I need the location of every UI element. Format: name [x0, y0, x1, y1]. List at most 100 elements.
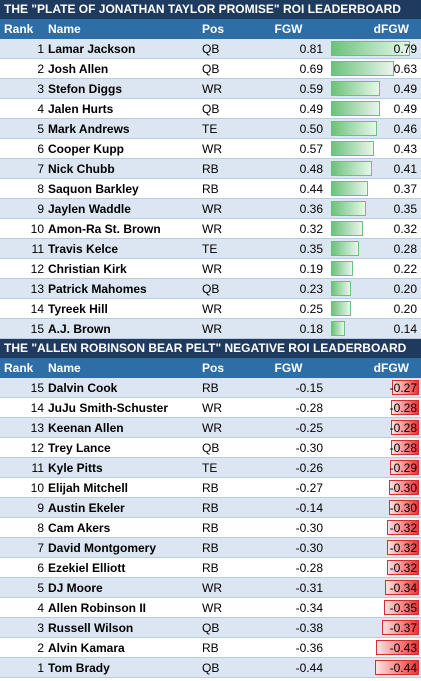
dfgw-value: 0.37	[393, 182, 417, 196]
pos-cell: QB	[202, 661, 220, 675]
fgw-cell: -0.36	[295, 641, 323, 655]
name-cell: Tom Brady	[48, 661, 110, 675]
dfgw-data-bar	[387, 560, 419, 575]
fgw-cell: 0.69	[299, 62, 323, 76]
dfgw-data-bar	[387, 520, 419, 535]
dfgw-value: -0.29	[389, 461, 417, 475]
header-pos: Pos	[202, 361, 225, 375]
pos-cell: WR	[202, 601, 222, 615]
dfgw-data-bar	[331, 321, 345, 336]
fgw-cell: 0.35	[299, 242, 323, 256]
fgw-cell: 0.32	[299, 222, 323, 236]
table-row: 6 Ezekiel Elliott RB -0.28 -0.32	[0, 558, 421, 578]
pos-cell: TE	[202, 122, 218, 136]
dfgw-value: -0.34	[389, 581, 417, 595]
name-cell: Nick Chubb	[48, 162, 115, 176]
name-cell: Dalvin Cook	[48, 381, 118, 395]
pos-cell: RB	[202, 561, 219, 575]
table-row: 15 A.J. Brown WR 0.18 0.14	[0, 319, 421, 339]
pos-cell: RB	[202, 501, 219, 515]
table-row: 2 Alvin Kamara RB -0.36 -0.43	[0, 638, 421, 658]
rank-cell: 10	[30, 481, 44, 495]
rank-cell: 4	[37, 601, 44, 615]
fgw-cell: 0.49	[299, 102, 323, 116]
table-row: 12 Trey Lance QB -0.30 -0.28	[0, 438, 421, 458]
dfgw-cell: -0.30	[329, 498, 421, 517]
dfgw-data-bar	[331, 181, 368, 196]
dfgw-cell: -0.43	[329, 638, 421, 657]
dfgw-data-bar	[331, 121, 377, 136]
pos-cell: RB	[202, 162, 219, 176]
dfgw-cell: 0.20	[329, 279, 421, 298]
table-row: 11 Travis Kelce TE 0.35 0.28	[0, 239, 421, 259]
name-cell: Patrick Mahomes	[48, 282, 147, 296]
dfgw-cell: -0.28	[329, 398, 421, 417]
dfgw-value: -0.35	[389, 601, 417, 615]
dfgw-cell: 0.37	[329, 179, 421, 198]
fgw-cell: -0.31	[295, 581, 323, 595]
dfgw-value: -0.43	[389, 641, 417, 655]
dfgw-data-bar	[376, 640, 419, 655]
dfgw-value: 0.49	[393, 82, 417, 96]
dfgw-cell: -0.32	[329, 518, 421, 537]
dfgw-cell: -0.35	[329, 598, 421, 617]
dfgw-cell: -0.27	[329, 378, 421, 397]
name-cell: Jaylen Waddle	[48, 202, 131, 216]
header-fgw: FGW	[274, 22, 303, 36]
dfgw-data-bar	[382, 620, 419, 635]
rank-cell: 10	[30, 222, 44, 236]
dfgw-cell: -0.28	[329, 418, 421, 437]
fgw-cell: -0.15	[295, 381, 323, 395]
name-cell: DJ Moore	[48, 581, 103, 595]
dfgw-value: 0.46	[393, 122, 417, 136]
fgw-cell: -0.25	[295, 421, 323, 435]
table-row: 12 Christian Kirk WR 0.19 0.22	[0, 259, 421, 279]
dfgw-value: 0.49	[393, 102, 417, 116]
name-cell: Lamar Jackson	[48, 42, 136, 56]
dfgw-data-bar	[331, 141, 374, 156]
table-row: 4 Jalen Hurts QB 0.49 0.49	[0, 99, 421, 119]
fgw-cell: -0.34	[295, 601, 323, 615]
fgw-cell: -0.30	[295, 541, 323, 555]
header-fgw: FGW	[274, 361, 303, 375]
rank-cell: 8	[37, 182, 44, 196]
rank-cell: 11	[31, 242, 44, 256]
name-cell: Allen Robinson II	[48, 601, 146, 615]
dfgw-data-bar	[331, 61, 394, 76]
rank-cell: 5	[37, 581, 44, 595]
pos-cell: TE	[202, 461, 218, 475]
dfgw-data-bar	[391, 400, 419, 415]
dfgw-cell: -0.32	[329, 538, 421, 557]
fgw-cell: 0.18	[299, 322, 323, 336]
fgw-cell: 0.57	[299, 142, 323, 156]
table-row: 1 Lamar Jackson QB 0.81 0.79	[0, 39, 421, 59]
name-cell: A.J. Brown	[48, 322, 111, 336]
fgw-cell: -0.26	[295, 461, 323, 475]
pos-cell: WR	[202, 322, 222, 336]
name-cell: Ezekiel Elliott	[48, 561, 126, 575]
name-cell: Amon-Ra St. Brown	[48, 222, 161, 236]
bottom-board-header-row: Rank Name Pos FGW dFGW	[0, 358, 421, 378]
dfgw-cell: -0.29	[329, 458, 421, 477]
rank-cell: 14	[30, 302, 44, 316]
rank-cell: 2	[37, 641, 44, 655]
fgw-cell: -0.44	[295, 661, 323, 675]
name-cell: David Montgomery	[48, 541, 157, 555]
fgw-cell: -0.14	[295, 501, 323, 515]
fgw-cell: -0.27	[295, 481, 323, 495]
dfgw-value: 0.63	[393, 62, 417, 76]
dfgw-cell: -0.30	[329, 478, 421, 497]
dfgw-cell: 0.41	[329, 159, 421, 178]
name-cell: Trey Lance	[48, 441, 111, 455]
dfgw-data-bar	[331, 101, 380, 116]
pos-cell: WR	[202, 401, 222, 415]
rank-cell: 9	[37, 202, 44, 216]
dfgw-data-bar	[331, 221, 363, 236]
fgw-cell: 0.19	[299, 262, 323, 276]
dfgw-data-bar	[331, 41, 410, 56]
dfgw-value: 0.35	[393, 202, 417, 216]
pos-cell: RB	[202, 641, 219, 655]
dfgw-data-bar	[385, 580, 419, 595]
rank-cell: 1	[37, 661, 44, 675]
